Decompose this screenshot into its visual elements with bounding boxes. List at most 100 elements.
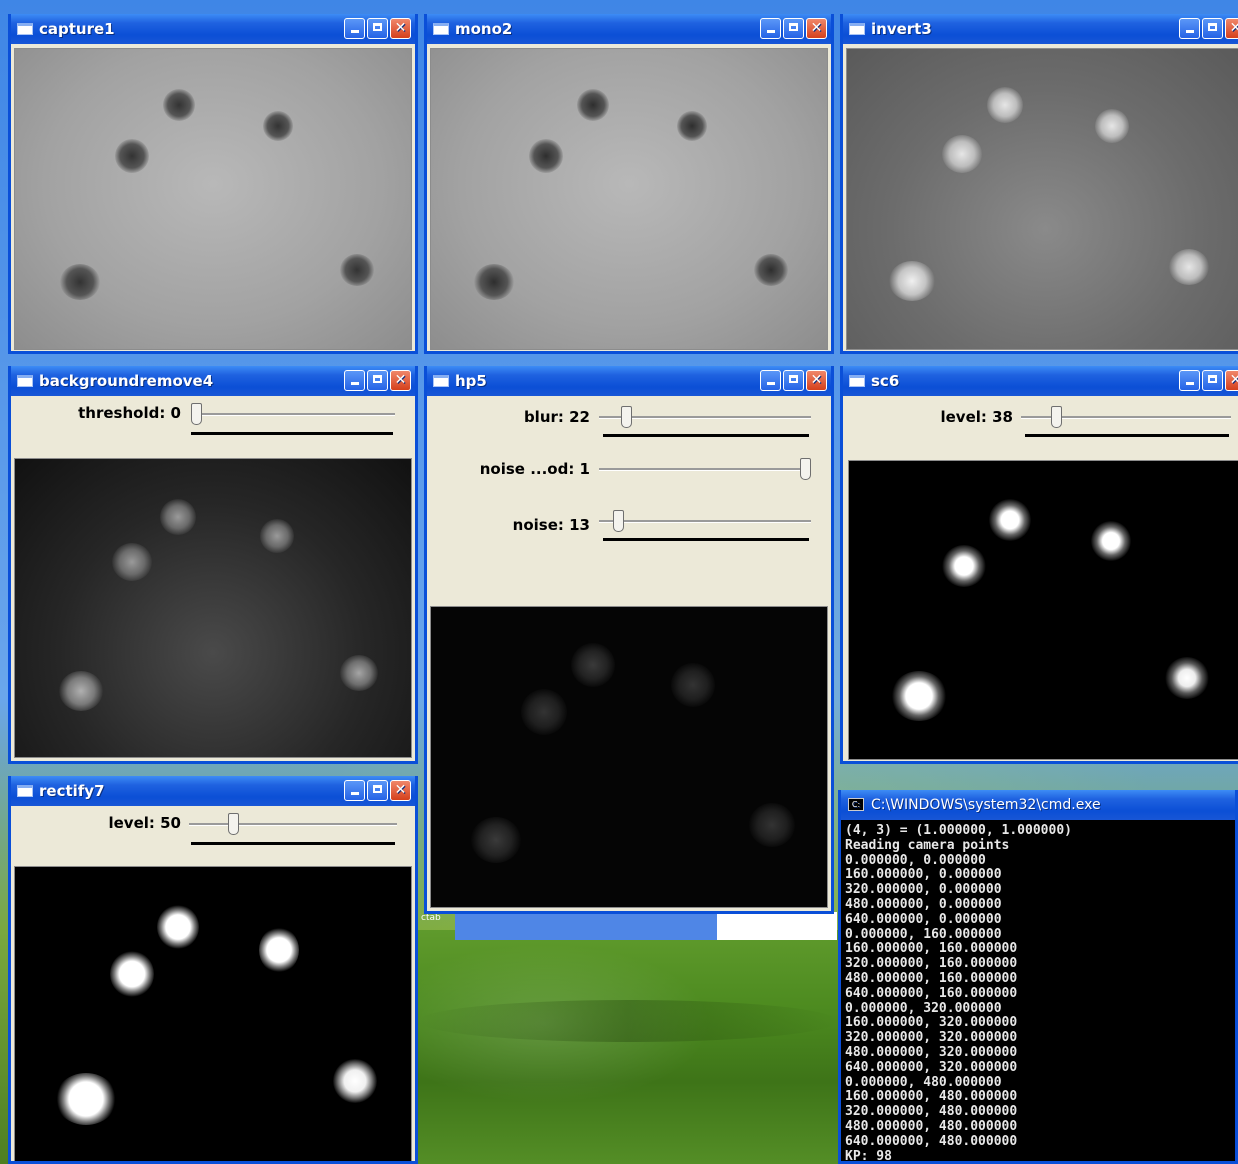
maximize-button[interactable]	[783, 18, 804, 39]
close-button[interactable]: ✕	[390, 370, 411, 391]
slider-track[interactable]	[599, 416, 811, 419]
slider-label: threshold: 0	[78, 404, 181, 422]
fingertip-blob	[754, 254, 788, 286]
console-line: 160.000000, 320.000000	[845, 1015, 1018, 1031]
minimize-button[interactable]	[344, 780, 365, 801]
window-mono[interactable]: mono2 ✕	[424, 14, 834, 354]
console-line: 0.000000, 0.000000	[845, 852, 986, 868]
console-line: 0.000000, 480.000000	[845, 1074, 1002, 1090]
title-bar[interactable]: capture1 ✕	[11, 14, 415, 44]
maximize-button[interactable]	[1202, 18, 1223, 39]
console-line: 640.000000, 0.000000	[845, 911, 1002, 927]
minimize-icon	[350, 382, 359, 385]
close-button[interactable]: ✕	[806, 18, 827, 39]
console-line: 320.000000, 160.000000	[845, 956, 1018, 972]
close-icon: ✕	[394, 782, 407, 798]
fingertip-blob	[340, 655, 378, 691]
slider-track[interactable]	[599, 520, 811, 523]
minimize-icon	[350, 792, 359, 795]
title-bar[interactable]: sc6 ✕	[843, 366, 1238, 396]
fingertip-blob	[163, 89, 195, 121]
window-icon	[17, 785, 33, 797]
maximize-button[interactable]	[1202, 370, 1223, 391]
window-hp[interactable]: hp5 ✕ blur: 22 noise ...od: 1 noise: 13	[424, 366, 834, 914]
slider-track[interactable]	[189, 823, 397, 826]
title-bar[interactable]: backgroundremove4 ✕	[11, 366, 415, 396]
inverted-image-view	[846, 48, 1238, 350]
console-line: 480.000000, 0.000000	[845, 896, 1002, 912]
window-title: hp5	[455, 372, 487, 390]
console-line: 160.000000, 480.000000	[845, 1089, 1018, 1105]
window-icon	[433, 23, 449, 35]
noise-od-slider-thumb[interactable]	[800, 458, 811, 480]
wallpaper-grass	[418, 930, 838, 1164]
blur-slider-row: blur: 22	[427, 402, 831, 442]
noise-slider-thumb[interactable]	[613, 510, 625, 532]
maximize-button[interactable]	[367, 780, 388, 801]
console-line: 480.000000, 480.000000	[845, 1118, 1018, 1134]
console-line: 160.000000, 160.000000	[845, 941, 1018, 957]
minimize-button[interactable]	[1179, 18, 1200, 39]
camera-image-view	[14, 48, 412, 350]
window-sc[interactable]: sc6 ✕ level: 38	[840, 366, 1238, 764]
fingertip-blob	[340, 254, 374, 286]
minimize-button[interactable]	[1179, 370, 1200, 391]
title-bar[interactable]: invert3 ✕	[843, 14, 1238, 44]
minimize-button[interactable]	[760, 18, 781, 39]
level-slider-thumb[interactable]	[1050, 406, 1062, 428]
console-line: 160.000000, 0.000000	[845, 867, 1002, 883]
console-line: 480.000000, 320.000000	[845, 1044, 1018, 1060]
console-line: 0.000000, 160.000000	[845, 926, 1002, 942]
title-bar[interactable]: rectify7 ✕	[11, 776, 415, 806]
window-backgroundremove[interactable]: backgroundremove4 ✕ threshold: 0	[8, 366, 418, 764]
close-icon: ✕	[1230, 372, 1238, 388]
maximize-button[interactable]	[367, 370, 388, 391]
fingertip-blob	[989, 499, 1031, 541]
fingertip-blob	[471, 817, 521, 863]
title-bar[interactable]: mono2 ✕	[427, 14, 831, 44]
close-button[interactable]: ✕	[390, 18, 411, 39]
slider-label: noise ...od: 1	[479, 460, 590, 478]
threshold-slider-thumb[interactable]	[191, 403, 202, 425]
console-line: KP: 98	[845, 1148, 892, 1164]
desktop-strip	[455, 912, 837, 940]
title-bar[interactable]: hp5 ✕	[427, 366, 831, 396]
minimize-button[interactable]	[760, 370, 781, 391]
level-slider-thumb[interactable]	[228, 813, 240, 835]
minimize-icon	[350, 30, 359, 33]
fingertip-blob	[1165, 657, 1209, 699]
fingertip-blob	[260, 519, 294, 553]
console-line: 480.000000, 160.000000	[845, 970, 1018, 986]
window-capture[interactable]: capture1 ✕	[8, 14, 418, 354]
maximize-icon	[1208, 23, 1217, 31]
highpass-image-view	[430, 606, 828, 908]
console-line: 0.000000, 320.000000	[845, 1000, 1002, 1016]
slider-track[interactable]	[599, 468, 811, 471]
fingertip-blob	[263, 111, 293, 141]
title-bar[interactable]: C: C:\WINDOWS\system32\cmd.exe	[841, 790, 1235, 820]
slider-track[interactable]	[1021, 416, 1231, 419]
window-invert[interactable]: invert3 ✕	[840, 14, 1238, 354]
maximize-icon	[373, 23, 382, 31]
maximize-button[interactable]	[783, 370, 804, 391]
window-rectify[interactable]: rectify7 ✕ level: 50	[8, 776, 418, 1164]
fingertip-blob	[112, 543, 152, 581]
console-line: 640.000000, 320.000000	[845, 1059, 1018, 1075]
maximize-button[interactable]	[367, 18, 388, 39]
maximize-icon	[789, 375, 798, 383]
close-button[interactable]: ✕	[1225, 370, 1238, 391]
console-line: 320.000000, 0.000000	[845, 882, 1002, 898]
close-button[interactable]: ✕	[390, 780, 411, 801]
slider-track[interactable]	[191, 413, 395, 416]
blur-slider-thumb[interactable]	[621, 406, 633, 428]
close-button[interactable]: ✕	[806, 370, 827, 391]
maximize-icon	[373, 785, 382, 793]
window-console[interactable]: C: C:\WINDOWS\system32\cmd.exe (4, 3) = …	[838, 790, 1238, 1164]
minimize-button[interactable]	[344, 370, 365, 391]
fingertip-blob	[110, 951, 154, 997]
rectified-image-view	[14, 866, 412, 1161]
console-line: Reading camera points	[845, 837, 1010, 853]
close-button[interactable]: ✕	[1225, 18, 1238, 39]
console-output[interactable]: (4, 3) = (1.000000, 1.000000) Reading cam…	[845, 823, 1235, 1164]
minimize-button[interactable]	[344, 18, 365, 39]
